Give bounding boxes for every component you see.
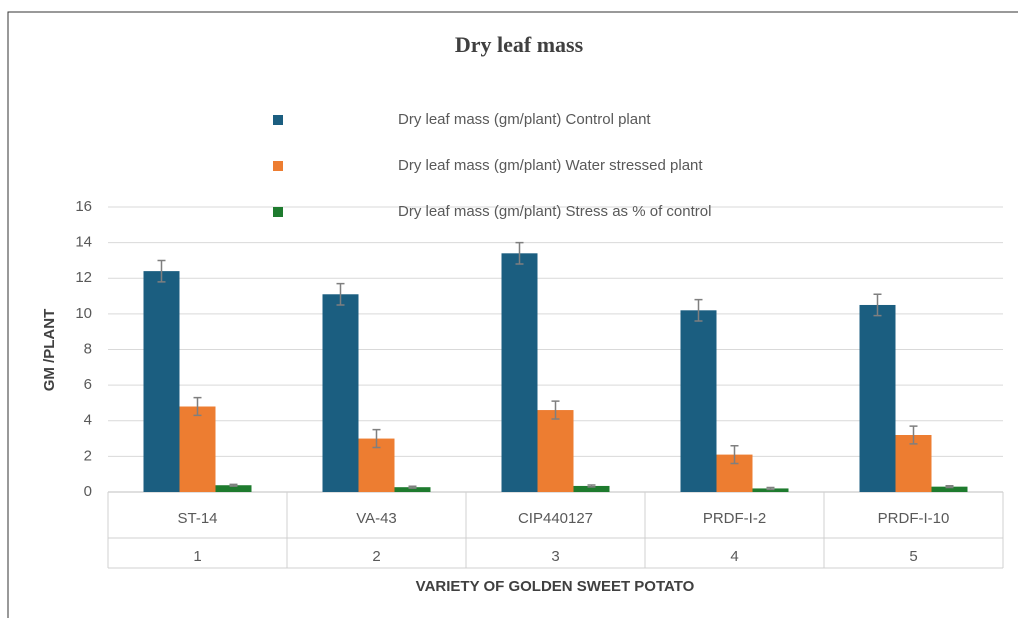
error-bar bbox=[408, 485, 417, 489]
bar bbox=[931, 486, 968, 492]
error-bar bbox=[551, 400, 560, 420]
error-bar bbox=[193, 396, 202, 417]
x-group-label: 5 bbox=[909, 548, 917, 565]
x-tick-label: PRDF-I-10 bbox=[878, 510, 950, 527]
y-tick-label: 8 bbox=[84, 340, 92, 357]
y-tick-label: 6 bbox=[84, 376, 92, 393]
error-bar bbox=[372, 428, 381, 449]
y-tick-label: 2 bbox=[84, 447, 92, 464]
y-tick-label: 16 bbox=[75, 198, 92, 215]
bar bbox=[322, 294, 359, 492]
bar bbox=[179, 406, 216, 492]
y-tick-label: 10 bbox=[75, 305, 92, 322]
legend-label: Dry leaf mass (gm/plant) Water stressed … bbox=[398, 157, 703, 174]
x-tick-label: ST-14 bbox=[177, 510, 217, 527]
error-bar bbox=[694, 298, 703, 322]
error-bar bbox=[587, 484, 596, 488]
error-bar bbox=[945, 485, 954, 489]
error-bar bbox=[515, 241, 524, 265]
error-bar bbox=[336, 282, 345, 306]
chart-title: Dry leaf mass bbox=[455, 32, 584, 57]
bar bbox=[573, 485, 610, 492]
y-tick-label: 12 bbox=[75, 269, 92, 286]
bar bbox=[859, 304, 896, 492]
x-axis-label: VARIETY OF GOLDEN SWEET POTATO bbox=[416, 578, 695, 595]
error-bar bbox=[873, 293, 882, 317]
legend-swatch bbox=[273, 161, 283, 171]
frame bbox=[7, 11, 1018, 618]
y-tick-label: 14 bbox=[75, 234, 92, 251]
bar bbox=[394, 487, 431, 492]
x-tick-label: CIP440127 bbox=[518, 510, 593, 527]
y-tick-label: 0 bbox=[84, 483, 92, 500]
y-axis-label: GM /PLANT bbox=[41, 309, 58, 392]
bar bbox=[143, 271, 180, 492]
bar bbox=[215, 485, 252, 492]
legend-label: Dry leaf mass (gm/plant) Control plant bbox=[398, 111, 651, 128]
y-tick-label: 4 bbox=[84, 412, 92, 429]
error-bar bbox=[730, 444, 739, 465]
error-bar bbox=[157, 259, 166, 283]
x-group-label: 3 bbox=[551, 548, 559, 565]
legend-swatch bbox=[273, 207, 283, 217]
error-bar bbox=[909, 425, 918, 445]
x-group-label: 1 bbox=[193, 548, 201, 565]
error-bar bbox=[766, 486, 775, 491]
x-tick-label: PRDF-I-2 bbox=[703, 510, 766, 527]
x-group-label: 4 bbox=[730, 548, 738, 565]
legend-swatch bbox=[273, 115, 283, 125]
legend-label: Dry leaf mass (gm/plant) Stress as % of … bbox=[398, 203, 711, 220]
x-group-label: 2 bbox=[372, 548, 380, 565]
error-bar bbox=[229, 483, 238, 487]
x-tick-label: VA-43 bbox=[356, 510, 397, 527]
bar bbox=[680, 310, 717, 492]
bar bbox=[501, 253, 538, 492]
bar bbox=[537, 410, 574, 492]
bar bbox=[752, 488, 789, 492]
